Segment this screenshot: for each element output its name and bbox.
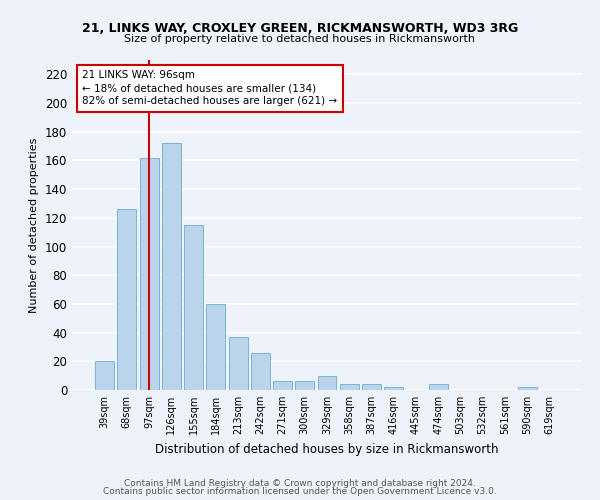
Bar — [206, 304, 225, 390]
Bar — [340, 384, 359, 390]
Bar — [295, 382, 314, 390]
Text: 21 LINKS WAY: 96sqm
← 18% of detached houses are smaller (134)
82% of semi-detac: 21 LINKS WAY: 96sqm ← 18% of detached ho… — [82, 70, 337, 106]
Bar — [251, 352, 270, 390]
Bar — [362, 384, 381, 390]
Bar — [118, 209, 136, 390]
Text: Size of property relative to detached houses in Rickmansworth: Size of property relative to detached ho… — [125, 34, 476, 44]
Bar — [273, 382, 292, 390]
Text: Contains public sector information licensed under the Open Government Licence v3: Contains public sector information licen… — [103, 487, 497, 496]
Y-axis label: Number of detached properties: Number of detached properties — [29, 138, 39, 312]
Bar — [317, 376, 337, 390]
Bar — [95, 362, 114, 390]
Bar — [429, 384, 448, 390]
Bar — [384, 387, 403, 390]
X-axis label: Distribution of detached houses by size in Rickmansworth: Distribution of detached houses by size … — [155, 442, 499, 456]
Text: 21, LINKS WAY, CROXLEY GREEN, RICKMANSWORTH, WD3 3RG: 21, LINKS WAY, CROXLEY GREEN, RICKMANSWO… — [82, 22, 518, 36]
Bar — [518, 387, 536, 390]
Bar — [229, 337, 248, 390]
Bar — [162, 143, 181, 390]
Bar — [140, 158, 158, 390]
Text: Contains HM Land Registry data © Crown copyright and database right 2024.: Contains HM Land Registry data © Crown c… — [124, 478, 476, 488]
Bar — [184, 225, 203, 390]
